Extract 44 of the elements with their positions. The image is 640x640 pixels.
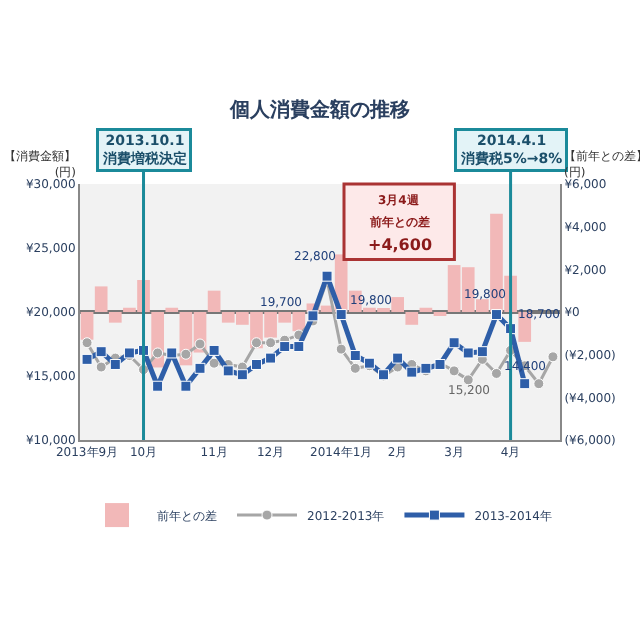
point — [208, 357, 220, 369]
point — [250, 358, 262, 370]
point — [335, 343, 347, 355]
point — [194, 362, 206, 374]
point — [222, 365, 234, 377]
point — [194, 338, 206, 350]
point — [265, 352, 277, 364]
point — [335, 309, 347, 321]
point — [180, 380, 192, 392]
point — [279, 341, 291, 353]
point — [152, 347, 164, 359]
point — [349, 362, 361, 374]
point — [406, 366, 418, 378]
point — [490, 367, 502, 379]
point — [392, 352, 404, 364]
bar — [405, 312, 419, 325]
point — [265, 337, 277, 349]
point — [293, 341, 305, 353]
point — [109, 358, 121, 370]
point — [95, 346, 107, 358]
annotation: +4,600 — [368, 236, 433, 254]
point — [547, 351, 559, 363]
point — [533, 378, 545, 390]
point — [81, 353, 93, 365]
point — [180, 348, 192, 360]
point — [448, 365, 460, 377]
bar — [94, 286, 108, 312]
point — [448, 337, 460, 349]
point — [490, 309, 502, 321]
point — [236, 369, 248, 381]
point — [476, 346, 488, 358]
point — [81, 337, 93, 349]
point — [349, 350, 361, 362]
point — [152, 380, 164, 392]
point — [95, 361, 107, 373]
bar — [207, 290, 221, 312]
point — [462, 374, 474, 386]
chart-title: 個人消費金額の推移 — [228, 98, 410, 123]
point — [307, 310, 319, 322]
point — [462, 347, 474, 359]
point — [208, 344, 220, 356]
bar — [108, 312, 122, 323]
point — [519, 378, 531, 390]
point — [250, 337, 262, 349]
